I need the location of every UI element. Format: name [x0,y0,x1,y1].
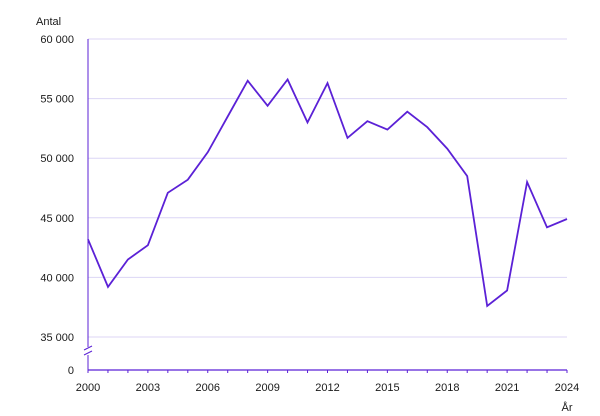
y-tick-label: 35 000 [40,332,74,344]
x-tick-label: 2009 [255,382,279,394]
x-tick-label: 2003 [136,382,160,394]
series-line [87,77,568,308]
y-tick-label: 60 000 [40,34,74,46]
axis-break-mark [83,345,93,351]
y-axis-title: Antal [36,16,61,28]
x-tick-label: 2024 [555,382,579,394]
x-tick-label: 2006 [196,382,220,394]
y-tick-label: 40 000 [40,272,74,284]
axis-break-mark [83,350,93,356]
x-tick-label: 2018 [435,382,459,394]
tick-labels: 0 35 000 40 000 45 000 50 000 55 000 60 000 200… [40,34,579,394]
axes [83,39,568,373]
series [87,77,568,308]
y-tick-label: 55 000 [40,94,74,106]
x-tick-label: 2015 [375,382,399,394]
y-tick-label: 0 [68,365,74,377]
y-tick-label: 45 000 [40,213,74,225]
x-tick-label: 2000 [76,382,100,394]
y-tick-label: 50 000 [40,153,74,165]
x-axis-title: År [562,401,573,414]
gridlines [88,38,567,338]
x-tick-label: 2012 [315,382,339,394]
x-tick-label: 2021 [495,382,519,394]
